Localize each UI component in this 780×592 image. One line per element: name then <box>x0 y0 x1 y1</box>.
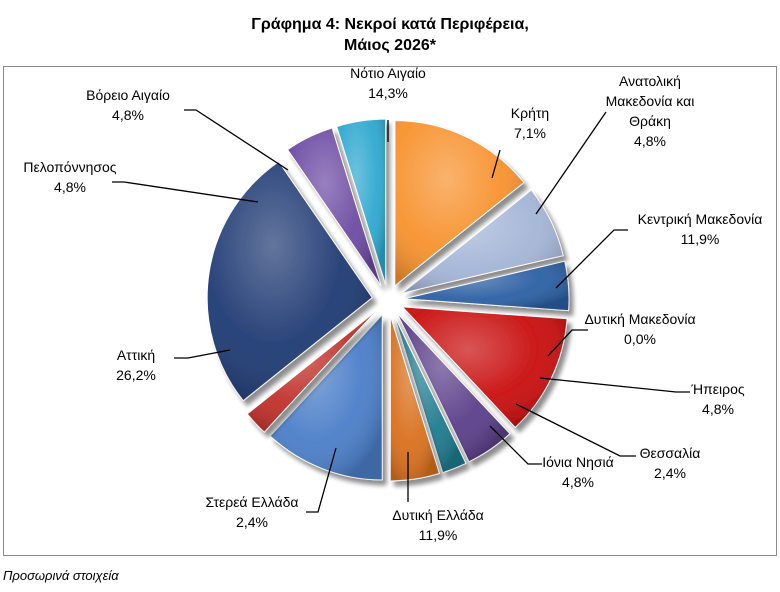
slice-11 <box>286 127 382 286</box>
slice-2-label: Ανατολική Μακεδονία και Θράκη 4,8% <box>606 73 695 149</box>
slice-11-sheen <box>287 128 382 286</box>
slice-5-sheen <box>397 313 510 462</box>
slice-6-label: Θεσσαλία 2,4% <box>640 445 701 481</box>
slice-7-sheen <box>390 315 440 481</box>
slice-11-label: Πελοπόννησος 4,8% <box>23 159 116 195</box>
slice-1-name-label: Κρήτη <box>511 105 549 121</box>
slice-2 <box>403 260 570 312</box>
slice-10-sheen <box>207 161 373 401</box>
slice-2-value-label: 4,8% <box>634 133 666 149</box>
slice-12-value-label: 4,8% <box>112 107 144 123</box>
slice-3 <box>401 306 568 429</box>
slice-12-leader-line <box>184 109 289 171</box>
slice-8-sheen <box>270 314 383 480</box>
slice-7-leader-line <box>489 425 542 465</box>
slice-4-value-label: 0,0% <box>624 331 656 347</box>
slice-6-leader-line <box>515 403 636 457</box>
slice-3-sheen <box>402 306 568 428</box>
slice-7-name-label: Ιόνια Νησιά <box>542 454 614 470</box>
slice-11-leader-line <box>112 181 259 203</box>
slice-12-label: Βόρειο Αιγαίο 4,8% <box>86 87 170 123</box>
slice-3-name-label: Κεντρική Μακεδονία <box>638 211 763 227</box>
chart-title-line1: Γράφημα 4: Νεκροί κατά Περιφέρεια, <box>251 16 529 33</box>
slice-1-value-label: 7,1% <box>514 125 546 141</box>
chart-frame <box>3 66 777 556</box>
slice-8-name-label: Δυτική Ελλάδα <box>392 507 483 523</box>
slice-5-name-label: Ήπειρος <box>690 381 744 397</box>
slice-2-sheen <box>403 261 569 311</box>
slice-4-label: Δυτική Μακεδονία 0,0% <box>584 311 695 347</box>
slice-0-name-label: Νότιο Αιγαίο <box>350 65 426 81</box>
slice-2-name-label: Θράκη <box>629 113 671 129</box>
slice-10-name-label: Αττική <box>117 347 155 363</box>
chart-title: Γράφημα 4: Νεκροί κατά Περιφέρεια, Μάιος… <box>0 14 780 56</box>
slice-5 <box>396 312 511 463</box>
slice-12-name-label: Βόρειο Αιγαίο <box>86 87 170 103</box>
slice-3-label: Κεντρική Μακεδονία 11,9% <box>638 211 763 247</box>
chart-title-line2: Μάιος 2026* <box>344 37 436 54</box>
slice-8-label: Δυτική Ελλάδα 11,9% <box>392 507 483 543</box>
slice-0-value-label: 14,3% <box>368 85 408 101</box>
slice-6-sheen <box>393 314 466 473</box>
slice-0 <box>394 120 525 287</box>
slice-7-label: Ιόνια Νησιά 4,8% <box>542 454 614 490</box>
slice-12-sheen <box>336 119 386 285</box>
slice-12 <box>336 118 387 285</box>
slice-9-sheen <box>247 310 377 433</box>
slice-1-label: Κρήτη 7,1% <box>511 105 549 141</box>
slice-10 <box>206 160 373 402</box>
slice-2-name-label: Ανατολική <box>619 73 681 89</box>
slice-5-leader-line <box>539 377 690 393</box>
slice-9-leader-line <box>306 447 337 513</box>
slice-11-name-label: Πελοπόννησος <box>23 159 116 175</box>
footnote: Προσωρινά στοιχεία <box>3 568 119 583</box>
slice-4-name-label: Δυτική Μακεδονία <box>584 311 695 327</box>
slice-7 <box>389 315 440 482</box>
slice-9-name-label: Στερεά Ελλάδα <box>205 494 298 510</box>
slice-3-value-label: 11,9% <box>681 231 720 247</box>
slice-3-leader-line <box>555 229 628 289</box>
slice-9 <box>246 310 377 433</box>
slice-6-name-label: Θεσσαλία <box>640 445 701 461</box>
slice-2-name-label: Μακεδονία και <box>606 93 695 109</box>
slice-8 <box>269 313 383 481</box>
slice-2-leader-line <box>535 111 607 215</box>
slice-8-value-label: 11,9% <box>419 527 458 543</box>
slice-10-leader-line <box>174 349 231 359</box>
slice-7-value-label: 4,8% <box>562 474 594 490</box>
slice-4-leader-line <box>547 329 588 357</box>
slice-6-value-label: 2,4% <box>654 465 686 481</box>
slice-5-label: Ήπειρος 4,8% <box>690 381 744 417</box>
slice-10-label: Αττική 26,2% <box>116 347 156 383</box>
slice-9-value-label: 2,4% <box>236 514 268 530</box>
slice-1 <box>402 189 564 294</box>
slice-1-sheen <box>402 190 564 294</box>
slice-11-value-label: 4,8% <box>54 179 86 195</box>
slice-0-sheen <box>394 120 524 286</box>
slice-10-value-label: 26,2% <box>116 367 156 383</box>
slice-5-value-label: 4,8% <box>702 401 734 417</box>
slice-1-leader-line <box>491 149 501 179</box>
slice-6 <box>393 314 467 474</box>
slice-9-label: Στερεά Ελλάδα 2,4% <box>205 494 298 530</box>
slice-0-label: Νότιο Αιγαίο 14,3% <box>350 65 426 101</box>
